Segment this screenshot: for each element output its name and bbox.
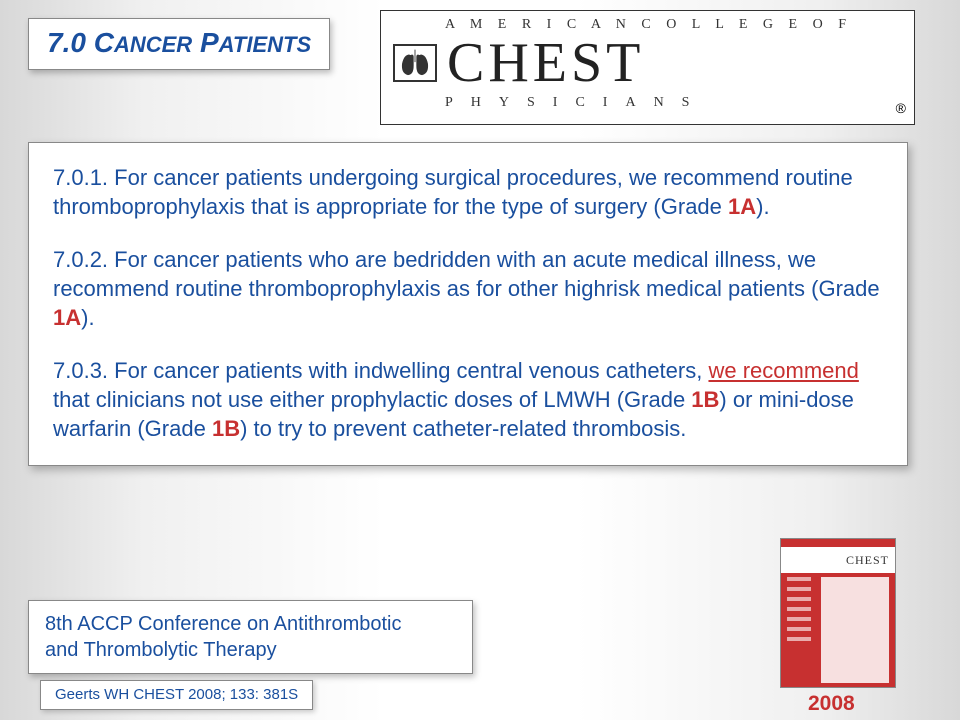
p3-grade1: 1B: [691, 387, 719, 412]
p1-number: 7.0.1.: [53, 165, 108, 190]
p3-grade2: 1B: [212, 416, 240, 441]
p3-tail: ) to try to prevent catheter-related thr…: [240, 416, 686, 441]
slide-title: 7.0 CANCER PATIENTS: [47, 27, 311, 58]
registered-mark: ®: [896, 100, 906, 116]
paragraph-2: 7.0.2. For cancer patients who are bedri…: [53, 245, 883, 332]
lungs-icon: [393, 44, 437, 82]
p2-tail: ).: [81, 305, 94, 330]
footer-line-2: and Thrombolytic Therapy: [45, 637, 456, 663]
cover-brand-band: CHEST: [781, 547, 895, 573]
cover-abstract-block: [821, 577, 889, 683]
citation-text: Geerts WH CHEST 2008; 133: 381S: [55, 686, 298, 703]
p2-number: 7.0.2.: [53, 247, 108, 272]
footer-reference-box: 8th ACCP Conference on Antithrombotic an…: [28, 600, 473, 674]
logo-main-row: CHEST: [393, 35, 902, 91]
title-w2f: P: [200, 27, 219, 58]
logo-chest-word: CHEST: [447, 35, 644, 91]
content-body: 7.0.1. For cancer patients undergoing su…: [28, 142, 908, 466]
cover-body: [781, 573, 895, 687]
title-w2: ATIENTS: [219, 32, 311, 57]
p3-mid1: that clinicians not use either prophylac…: [53, 387, 691, 412]
slide-title-box: 7.0 CANCER PATIENTS: [28, 18, 330, 70]
p3-recommend: we recommend: [708, 358, 858, 383]
p3-number: 7.0.3.: [53, 358, 108, 383]
title-w1: ANCER: [114, 32, 192, 57]
accp-logo: A M E R I C A N C O L L E G E O F CHEST …: [380, 10, 915, 125]
p3-pre: For cancer patients with indwelling cent…: [108, 358, 708, 383]
paragraph-1: 7.0.1. For cancer patients undergoing su…: [53, 163, 883, 221]
footer-line-1: 8th ACCP Conference on Antithrombotic: [45, 611, 456, 637]
cover-toc-strip: [787, 577, 817, 683]
year-label: 2008: [808, 692, 855, 716]
p2-text: For cancer patients who are bedridden wi…: [53, 247, 880, 301]
p1-grade: 1A: [728, 194, 756, 219]
p1-tail: ).: [756, 194, 769, 219]
citation-box: Geerts WH CHEST 2008; 133: 381S: [40, 680, 313, 710]
cover-brand-word: CHEST: [846, 553, 889, 568]
logo-top-line: A M E R I C A N C O L L E G E O F: [393, 17, 902, 33]
title-prefix: 7.0 C: [47, 27, 114, 58]
logo-bottom-line: PHYSICIANS: [393, 95, 902, 111]
journal-cover-thumbnail: CHEST: [780, 538, 896, 688]
paragraph-3: 7.0.3. For cancer patients with indwelli…: [53, 356, 883, 443]
p2-grade: 1A: [53, 305, 81, 330]
